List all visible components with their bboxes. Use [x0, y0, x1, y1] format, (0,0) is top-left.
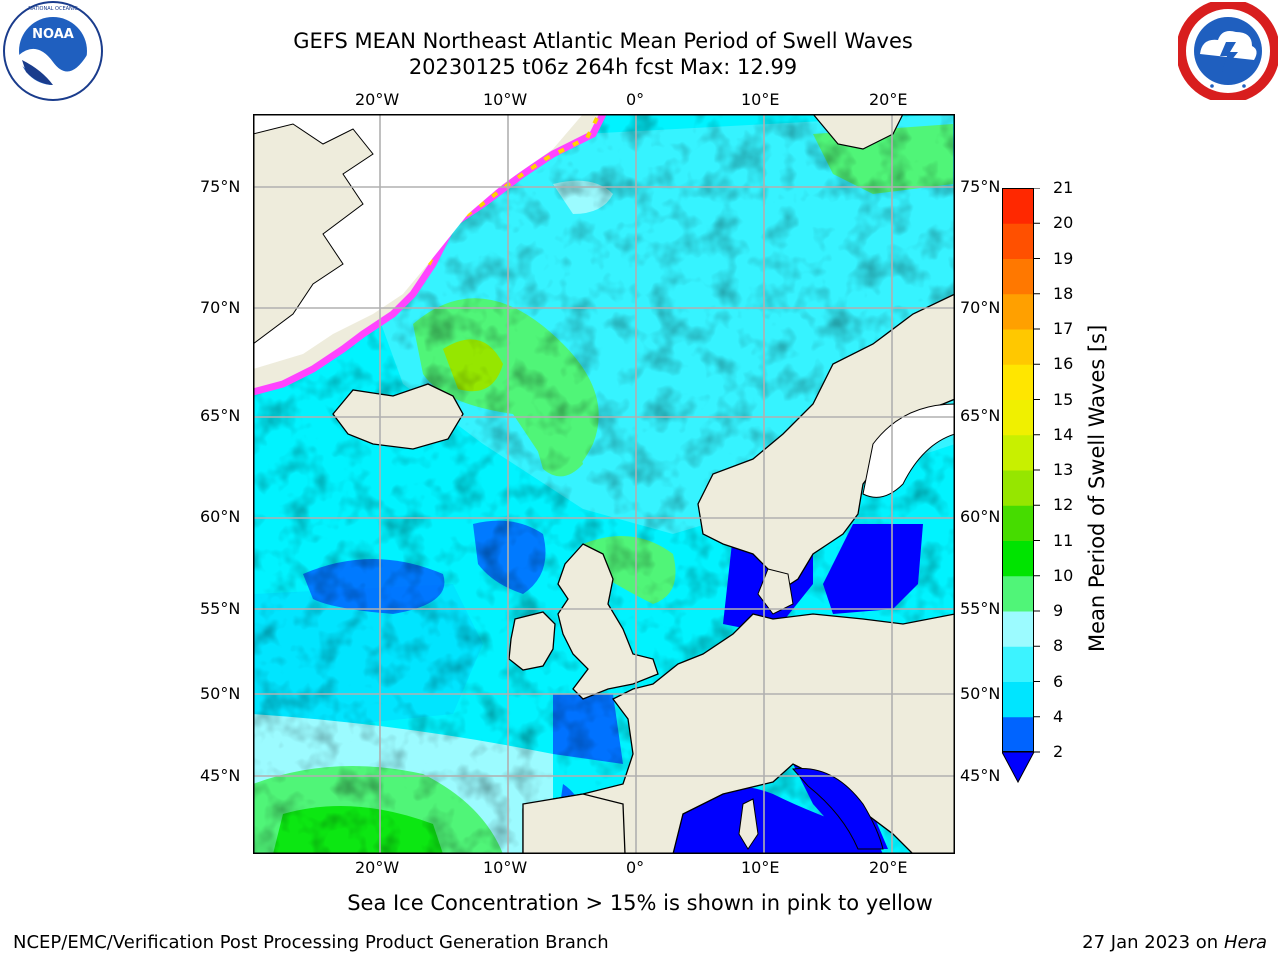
colorbar-tick-label: 4	[1053, 706, 1064, 726]
figure-subtitle-run: 20230125 t06z 264h fcst Max: 12.99	[408, 55, 798, 79]
colorbar-box-13	[1002, 434, 1034, 471]
nws-logo	[1178, 2, 1278, 100]
colorbar-box-4	[1002, 681, 1034, 718]
colorbar-tick-label: 10	[1053, 565, 1074, 585]
lat-label-right-45n: 45°N	[960, 766, 1001, 785]
colorbar-box-6	[1002, 646, 1034, 682]
colorbar	[1002, 188, 1040, 784]
lat-label-right-55n: 55°N	[960, 599, 1001, 618]
lat-label-left-60n: 60°N	[200, 507, 241, 526]
graticule	[253, 114, 955, 854]
map-frame	[253, 114, 955, 854]
colorbar-box-20	[1002, 188, 1034, 224]
footer-host: Hera	[1223, 932, 1267, 953]
lat-label-left-70n: 70°N	[200, 298, 241, 317]
colorbar-tick-label: 16	[1053, 354, 1074, 374]
lon-label-top-20e: 20°E	[869, 90, 908, 109]
colorbar-box-19	[1002, 223, 1034, 259]
colorbar-box-9	[1002, 575, 1034, 612]
lat-label-right-65n: 65°N	[960, 406, 1001, 425]
lat-label-right-70n: 70°N	[960, 298, 1001, 317]
lat-label-left-55n: 55°N	[200, 599, 241, 618]
lon-label-bottom-20w: 20°W	[355, 858, 400, 877]
lat-label-right-50n: 50°N	[960, 684, 1001, 703]
noaa-logo-text: NOAA	[32, 27, 74, 42]
colorbar-box-17	[1002, 293, 1034, 330]
footer-date: 27 Jan 2023 on Hera	[1082, 932, 1267, 953]
footer-credit: NCEP/EMC/Verification Post Processing Pr…	[13, 932, 609, 953]
lon-label-top-10w: 10°W	[483, 90, 528, 109]
colorbar-tick-label: 9	[1053, 601, 1064, 620]
lon-label-bottom-0: 0°	[626, 858, 645, 877]
lon-label-bottom-20e: 20°E	[869, 858, 908, 877]
colorbar-tick-label: 8	[1053, 636, 1064, 656]
sea-ice-note: Sea Ice Concentration > 15% is shown in …	[347, 891, 933, 915]
colorbar-box-11	[1002, 505, 1034, 541]
lon-label-bottom-10w: 10°W	[483, 858, 528, 877]
map-plot-area	[253, 114, 955, 854]
colorbar-box-2	[1002, 716, 1034, 753]
lat-label-right-75n: 75°N	[960, 177, 1001, 196]
colorbar-box-18	[1002, 258, 1034, 295]
colorbar-box-16	[1002, 329, 1034, 365]
lat-label-left-45n: 45°N	[200, 766, 241, 785]
lat-label-right-60n: 60°N	[960, 507, 1001, 526]
lon-label-top-20w: 20°W	[355, 90, 400, 109]
lon-label-bottom-10e: 10°E	[741, 858, 780, 877]
lat-label-left-65n: 65°N	[200, 406, 241, 425]
colorbar-tick-label: 6	[1053, 671, 1064, 691]
colorbar-box-15	[1002, 364, 1034, 400]
colorbar-tick-label: 11	[1053, 530, 1074, 550]
lon-label-top-0: 0°	[626, 90, 645, 109]
colorbar-tick-label: 19	[1053, 248, 1074, 268]
colorbar-box-12	[1002, 470, 1034, 506]
colorbar-title: Mean Period of Swell Waves [s]	[1085, 324, 1109, 652]
colorbar-tick-label: 18	[1053, 283, 1074, 303]
colorbar-tick-label: 17	[1053, 319, 1074, 338]
footer-date-text: 27 Jan 2023 on	[1082, 932, 1224, 953]
colorbar-box-14	[1002, 399, 1034, 436]
colorbar-tick-label: 12	[1053, 495, 1074, 515]
lon-label-top-10e: 10°E	[741, 90, 780, 109]
colorbar-tick-label: 14	[1053, 424, 1074, 444]
lat-label-left-50n: 50°N	[200, 684, 241, 703]
colorbar-tick-label: 2	[1053, 742, 1064, 761]
ireland-land	[508, 611, 556, 671]
lat-label-left-75n: 75°N	[200, 177, 241, 196]
noaa-logo: NOAA NATIONAL OCEANIC	[3, 1, 103, 101]
colorbar-box-8	[1002, 611, 1034, 647]
colorbar-tick-label: 20	[1053, 213, 1074, 233]
colorbar-tick-label: 15	[1053, 389, 1074, 409]
colorbar-tick-label: 21	[1053, 178, 1074, 197]
colorbar-box-10	[1002, 540, 1034, 577]
svg-text:NATIONAL OCEANIC: NATIONAL OCEANIC	[28, 6, 78, 12]
colorbar-tick-label: 13	[1053, 460, 1074, 479]
figure-title: GEFS MEAN Northeast Atlantic Mean Period…	[293, 29, 913, 53]
